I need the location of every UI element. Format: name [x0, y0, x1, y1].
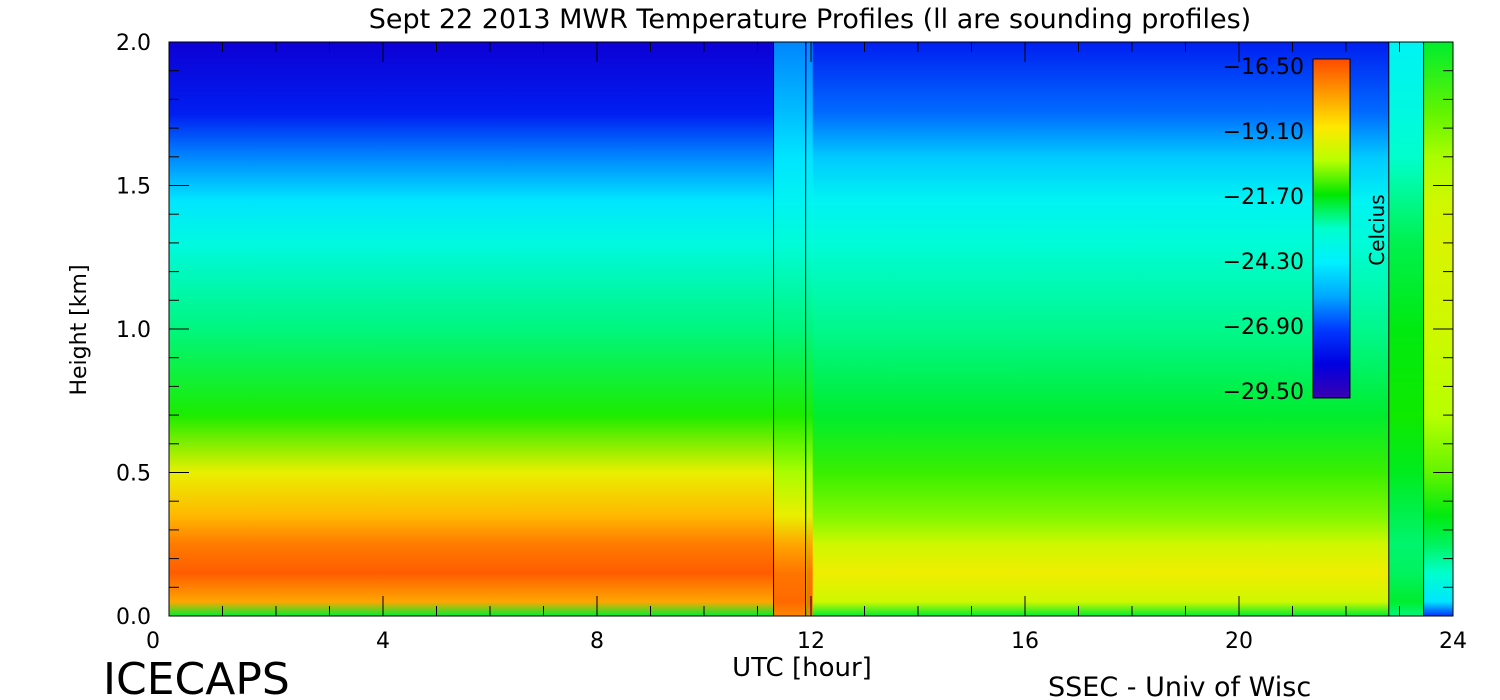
footer-left-logo-text: ICECAPS [103, 654, 290, 700]
temperature-field-period-2 [805, 42, 1389, 616]
colorbar-tick-label: −26.90 [1223, 315, 1304, 340]
sounding-profile-fill-1 [773, 42, 806, 616]
colorbar-tick-label: −21.70 [1223, 185, 1304, 210]
x-tick-label: 24 [1439, 629, 1467, 654]
x-tick-label: 0 [146, 629, 160, 654]
x-tick-label: 20 [1225, 629, 1253, 654]
chart-title: Sept 22 2013 MWR Temperature Profiles (l… [369, 4, 1251, 35]
sounding-lines [773, 42, 1425, 616]
colorbar-tick-label: −29.50 [1223, 380, 1304, 405]
colorbar: −16.50 −19.10 −21.70 −24.30 −26.90 −29.50 [1223, 55, 1351, 405]
y-tick-label: 1.0 [116, 318, 151, 343]
y-tick-label: 1.5 [116, 175, 151, 200]
colorbar-tick-label: −19.10 [1223, 120, 1304, 145]
x-tick-label: 8 [590, 629, 604, 654]
y-axis-label: Height [km] [67, 264, 92, 395]
sounding-profile-edge-1 [806, 42, 813, 616]
x-tick-label: 4 [376, 629, 390, 654]
colorbar-label: Celcius [1365, 194, 1389, 265]
footer-right-credit: SSEC - Univ of Wisc [1048, 672, 1311, 700]
y-tick-label: 2.0 [116, 31, 151, 56]
temperature-field-period-1 [169, 42, 774, 616]
plot-area [169, 42, 1453, 616]
colorbar-tick-label: −24.30 [1223, 250, 1304, 275]
x-axis-label: UTC [hour] [732, 653, 872, 683]
axes: 0 4 8 12 16 20 24 0.0 0.5 1.0 1.5 2.0 [116, 31, 1467, 654]
sounding-profile-fill-2 [1388, 42, 1424, 616]
colorbar-tick-label: −16.50 [1223, 55, 1304, 80]
y-tick-label: 0.5 [116, 462, 151, 487]
colorbar-gradient [1312, 58, 1351, 399]
x-tick-label: 12 [797, 629, 825, 654]
x-tick-label: 16 [1011, 629, 1039, 654]
y-tick-label: 0.0 [116, 605, 151, 630]
